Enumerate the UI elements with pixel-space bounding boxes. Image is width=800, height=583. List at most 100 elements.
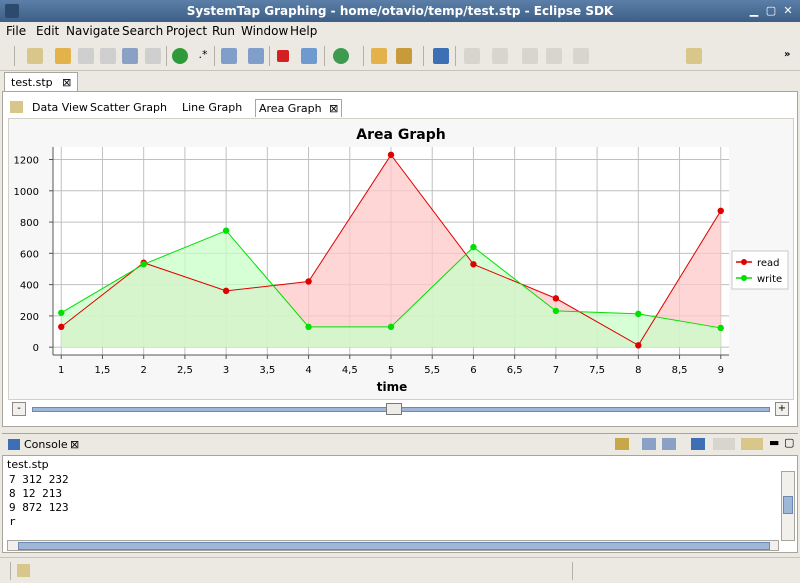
x-tick-label: 2 <box>140 365 146 376</box>
point-read <box>470 261 477 268</box>
close-console-icon[interactable]: ⊠ <box>70 438 80 451</box>
close-tab-icon[interactable]: ⊠ <box>62 76 72 89</box>
pin-console-icon[interactable] <box>662 438 676 450</box>
point-write <box>635 310 642 318</box>
regex-icon[interactable]: .* <box>195 48 211 64</box>
maximize-view-icon[interactable]: ▢ <box>784 436 795 449</box>
tab-data-view[interactable]: Data View <box>32 101 88 114</box>
minimize-icon[interactable]: ▁ <box>749 4 759 17</box>
x-tick-label: 4,5 <box>342 365 358 376</box>
export-icon[interactable] <box>248 48 264 64</box>
fast-view-icon[interactable] <box>17 564 30 577</box>
chart-points <box>58 151 724 349</box>
vertical-scrollbar[interactable] <box>781 471 795 541</box>
toolbar-separator <box>324 46 325 66</box>
legend-marker-read <box>741 259 747 265</box>
menu-project[interactable]: Project <box>166 24 208 38</box>
editor-tab-test-stp[interactable]: test.stp ⊠ <box>4 72 79 91</box>
x-tick-label: 7,5 <box>589 365 605 376</box>
area-graph-chart: 1 1,5 2 2,5 3 3,5 4 4,5 5 5,5 6 6,5 7 7,5 8 8,5 9 0 200 400… <box>14 127 789 394</box>
console-view-icon[interactable] <box>433 48 449 64</box>
x-tick-label: 3,5 <box>259 365 275 376</box>
x-tick-label: 7 <box>553 365 559 376</box>
new-graph-icon[interactable] <box>10 101 23 113</box>
open-folder-icon[interactable] <box>55 48 71 64</box>
window-title: SystemTap Graphing - home/otavio/temp/te… <box>186 4 614 18</box>
point-read <box>222 287 230 295</box>
menu-window[interactable]: Window <box>241 24 289 38</box>
display-console-icon[interactable] <box>691 438 705 450</box>
point-write <box>222 227 230 234</box>
y-tick-label: 200 <box>20 312 39 323</box>
point-read <box>635 342 642 349</box>
y-tick-label: 0 <box>33 343 39 354</box>
zoom-in-button[interactable]: + <box>775 402 789 416</box>
new-icon[interactable] <box>27 48 43 64</box>
tab-scatter-graph[interactable]: Scatter Graph <box>90 101 167 114</box>
window-menu-icon[interactable] <box>5 4 19 18</box>
console-output[interactable]: test.stp 7 312 232 8 12 213 9 872 123 r <box>2 455 798 553</box>
back-icon[interactable] <box>546 48 562 64</box>
toolbar-separator <box>214 46 215 66</box>
point-write <box>140 261 147 268</box>
scroll-lock-icon[interactable] <box>642 438 656 450</box>
maximize-icon[interactable]: ▢ <box>765 4 777 17</box>
console-tab-label[interactable]: Console <box>24 438 68 451</box>
next-annotation-icon[interactable] <box>464 48 480 64</box>
point-write <box>58 309 65 316</box>
close-icon[interactable]: ✕ <box>783 4 793 17</box>
toolbar-separator <box>363 46 364 66</box>
console-line: 7 312 232 <box>9 473 69 486</box>
open-console-icon[interactable] <box>713 438 735 450</box>
console-source-label: test.stp <box>7 458 49 471</box>
graph-icon[interactable] <box>301 48 317 64</box>
save-as-icon[interactable] <box>122 48 138 64</box>
menu-run[interactable]: Run <box>212 24 236 38</box>
menu-search[interactable]: Search <box>122 24 164 38</box>
status-separator <box>10 562 11 580</box>
horizontal-scrollbar[interactable] <box>7 540 779 551</box>
y-tick-label: 600 <box>20 249 39 260</box>
toolbar-separator <box>166 46 167 66</box>
search-flashlight-icon[interactable] <box>396 48 412 64</box>
new-console-icon[interactable] <box>741 438 763 450</box>
console-icon <box>8 439 20 450</box>
import-icon[interactable] <box>221 48 237 64</box>
clear-console-icon[interactable] <box>615 438 629 450</box>
open-perspective-icon[interactable] <box>686 48 702 64</box>
point-read <box>552 295 560 302</box>
save-icon[interactable] <box>78 48 94 64</box>
prev-annotation-icon[interactable] <box>492 48 508 64</box>
forward-icon[interactable] <box>573 48 589 64</box>
x-tick-label: 8 <box>635 365 641 376</box>
toolbar-overflow-icon[interactable]: » <box>784 49 791 60</box>
horizontal-scrollbar-thumb[interactable] <box>18 542 770 550</box>
menu-navigate[interactable]: Navigate <box>66 24 120 38</box>
point-read <box>58 323 65 331</box>
menu-help[interactable]: Help <box>290 24 318 38</box>
slider-thumb[interactable] <box>385 403 402 415</box>
save-all-icon[interactable] <box>100 48 116 64</box>
tab-line-graph[interactable]: Line Graph <box>182 101 243 114</box>
vertical-scrollbar-thumb[interactable] <box>783 496 793 514</box>
close-tab-icon[interactable]: ⊠ <box>329 102 339 115</box>
tab-area-graph[interactable]: Area Graph ⊠ <box>255 99 343 117</box>
stop-icon[interactable] <box>277 50 289 62</box>
x-tick-label: 6,5 <box>507 365 523 376</box>
x-tick-label: 6 <box>470 365 476 376</box>
run-icon[interactable] <box>172 48 188 64</box>
toolbar-separator <box>14 46 15 66</box>
minimize-view-icon[interactable]: ▬ <box>769 436 780 449</box>
point-write <box>717 324 724 332</box>
chart-legend: read write <box>731 250 789 290</box>
legend-label-write: write <box>757 274 782 285</box>
menu-file[interactable]: File <box>6 24 27 38</box>
open-type-icon[interactable] <box>371 48 387 64</box>
y-tick-label: 1200 <box>14 156 39 167</box>
debug-icon[interactable] <box>333 48 349 64</box>
last-edit-icon[interactable] <box>522 48 538 64</box>
print-icon[interactable] <box>145 48 161 64</box>
zoom-out-button[interactable]: - <box>12 402 26 416</box>
legend-box <box>731 250 789 290</box>
menu-edit[interactable]: Edit <box>36 24 60 38</box>
